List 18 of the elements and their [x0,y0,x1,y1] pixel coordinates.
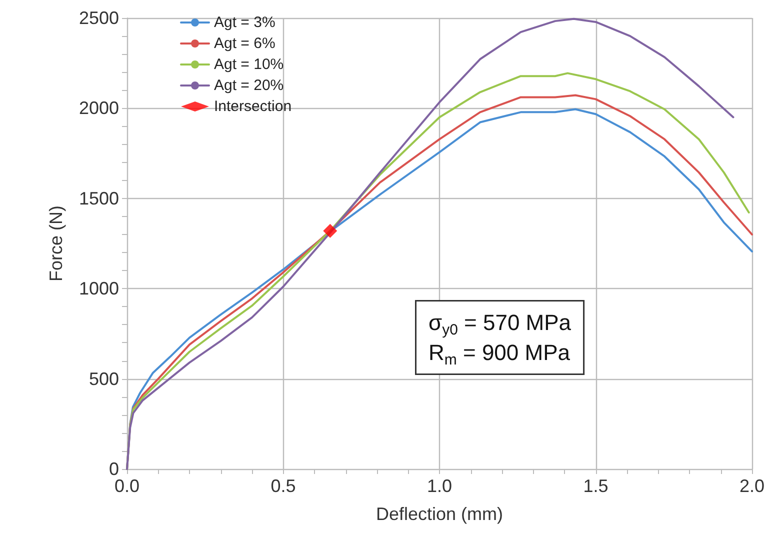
y-tick-label: 2500 [78,8,119,28]
y-tick-label: 500 [88,368,119,389]
x-tick-label: 1.5 [583,476,608,496]
x-axis-title: Deflection (mm) [376,504,504,524]
legend-label: Agt = 10% [214,56,284,73]
y-tick-label: 0 [108,459,119,479]
legend-label: Agt = 20% [214,77,284,94]
legend-label: Intersection [214,98,292,115]
x-tick-label: 0.5 [270,476,296,496]
x-tick-label: 2.0 [739,476,765,496]
legend-label: Agt = 6% [214,35,276,52]
x-tick-label: 1.0 [426,476,452,496]
y-tick-label: 1000 [78,278,119,299]
y-tick-label: 1500 [78,188,119,208]
x-tick-label: 0.0 [114,476,140,496]
y-axis-title: Force (N) [46,206,66,282]
legend-label: Agt = 3% [214,14,276,31]
y-tick-label: 2000 [78,98,119,118]
